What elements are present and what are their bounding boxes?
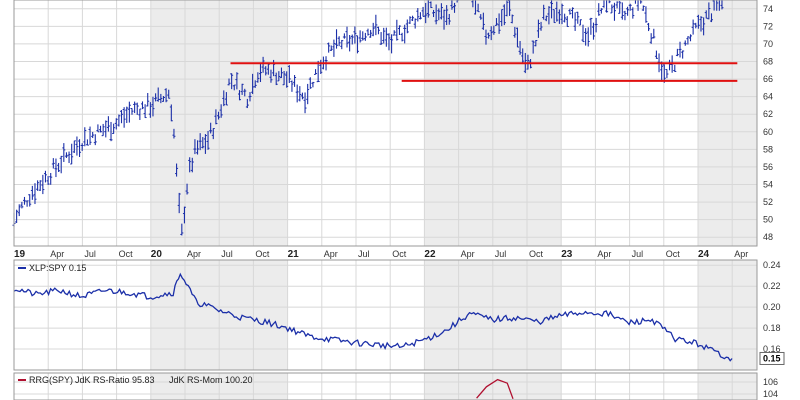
x-tick-label: Apr [597, 249, 611, 259]
rrg-series-line [476, 378, 514, 400]
ratio-panel-y-tick-label: 0.18 [763, 323, 781, 333]
x-tick-label: 20 [151, 249, 163, 260]
ratio-panel-border [13, 259, 758, 371]
x-tick-label: Jul [84, 249, 96, 259]
x-tick-label: Apr [50, 249, 64, 259]
x-tick-label: 19 [14, 249, 26, 260]
price-panel-y-tick-label: 74 [763, 4, 773, 14]
rrg-panel-y-tick-label: 104 [763, 389, 778, 399]
ratio-panel-year-band [698, 260, 757, 370]
price-panel-y-tick-label: 62 [763, 109, 773, 119]
price-panel-border [13, 0, 758, 247]
x-tick-label: Apr [324, 249, 338, 259]
x-tick-label: 22 [424, 249, 436, 260]
price-panel-background [14, 0, 757, 246]
ratio-panel-background [14, 260, 757, 370]
x-tick-label: Apr [461, 249, 475, 259]
price-panel-y-tick-label: 68 [763, 57, 773, 67]
rrg-legend-item: JdK RS-Ratio 95.83 [75, 375, 155, 385]
price-panel-y-tick-label: 66 [763, 74, 773, 84]
rrg-panel-y-tick-label: 106 [763, 377, 778, 387]
x-tick-label: Oct [392, 249, 407, 259]
ratio-panel-y-tick-label: 0.16 [763, 344, 781, 354]
rrg-panel-border [13, 372, 758, 400]
x-tick-label: Jul [358, 249, 370, 259]
price-panel-y-tick-label: 58 [763, 144, 773, 154]
price-panel-y-tick-label: 56 [763, 162, 773, 172]
ratio-panel-y-tick-label: 0.22 [763, 281, 781, 291]
price-panel-y-tick-label: 64 [763, 92, 773, 102]
x-tick-label: Oct [666, 249, 681, 259]
price-panel-y-tick-label: 48 [763, 232, 773, 242]
ratio-series-line [13, 272, 733, 362]
x-tick-label: 24 [698, 249, 710, 260]
price-panel-year-band [698, 0, 757, 246]
price-panel-y-tick-label: 52 [763, 197, 773, 207]
x-tick-label: 21 [288, 249, 300, 260]
x-tick-label: 23 [561, 249, 573, 260]
x-tick-label: Oct [529, 249, 544, 259]
price-panel-y-tick-label: 54 [763, 180, 773, 190]
x-tick-label: Jul [495, 249, 507, 259]
rrg-panel-background [14, 373, 757, 400]
x-tick-label: Oct [255, 249, 270, 259]
ratio-last-value-box [759, 351, 785, 365]
ratio-last-value: 0.15 [763, 353, 781, 363]
x-tick-label: Apr [734, 249, 748, 259]
price-panel-y-tick-label: 72 [763, 21, 773, 31]
rrg-legend-prefix: RRG(SPY) [29, 375, 73, 385]
x-tick-label: Jul [632, 249, 644, 259]
rrg-panel-year-band [698, 373, 757, 400]
price-panel-y-tick-label: 60 [763, 127, 773, 137]
ratio-panel-y-tick-label: 0.24 [763, 260, 781, 270]
rrg-legend-item: JdK RS-Mom 100.20 [169, 375, 253, 385]
ratio-panel-y-tick-label: 0.20 [763, 302, 781, 312]
ratio-legend-label: XLP:SPY 0.15 [29, 263, 86, 273]
price-bars [12, 0, 724, 236]
price-panel-y-tick-label: 70 [763, 39, 773, 49]
price-panel-y-tick-label: 50 [763, 215, 773, 225]
x-tick-label: Oct [119, 249, 134, 259]
x-tick-label: Apr [187, 249, 201, 259]
x-tick-label: Jul [221, 249, 233, 259]
